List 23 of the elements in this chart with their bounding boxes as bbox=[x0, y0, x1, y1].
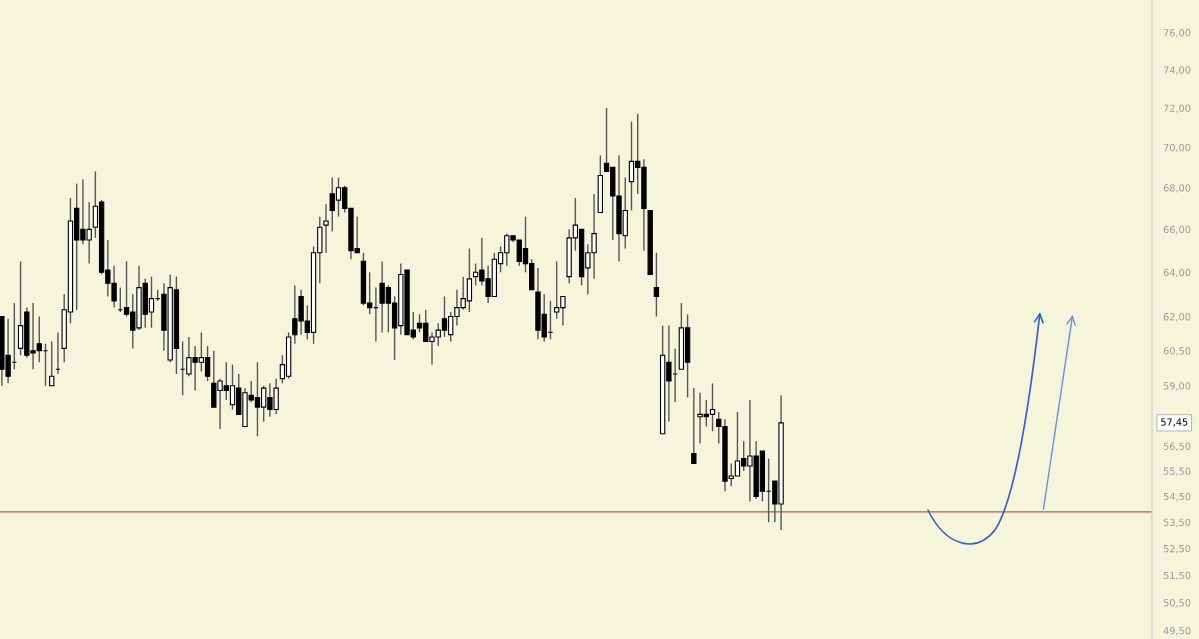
y-tick-label: 51,50 bbox=[1163, 571, 1191, 581]
y-tick-label: 56,50 bbox=[1163, 442, 1191, 451]
candlestick bbox=[653, 252, 660, 318]
y-tick-label: 52,50 bbox=[1163, 544, 1191, 554]
candlestick bbox=[49, 340, 55, 387]
text: 57,45 bbox=[1161, 418, 1188, 427]
y-tick-label: 59,00 bbox=[1163, 382, 1191, 391]
candlestick bbox=[691, 387, 697, 465]
y-tick-label: 72,00 bbox=[1163, 104, 1191, 113]
y-tick-label: 64,00 bbox=[1163, 268, 1191, 278]
y-tick-label: 50,50 bbox=[1163, 599, 1191, 608]
candlestick bbox=[323, 203, 329, 254]
y-tick-label: 55,50 bbox=[1163, 467, 1191, 476]
y-tick-label: 76,00 bbox=[1163, 29, 1191, 38]
y-tick-label: 70,00 bbox=[1163, 143, 1191, 153]
y-tick-label: 66,00 bbox=[1163, 225, 1191, 235]
y-tick-label: 62,00 bbox=[1163, 313, 1191, 322]
y-tick-label: 54,50 bbox=[1163, 492, 1191, 502]
y-tick-label: 74,00 bbox=[1163, 66, 1191, 75]
y-tick-label: 53,50 bbox=[1163, 518, 1191, 527]
y-tick-label: 60,50 bbox=[1163, 347, 1191, 356]
y-tick-label: 68,00 bbox=[1163, 184, 1191, 193]
y-tick-label: 49,50 bbox=[1163, 627, 1191, 636]
